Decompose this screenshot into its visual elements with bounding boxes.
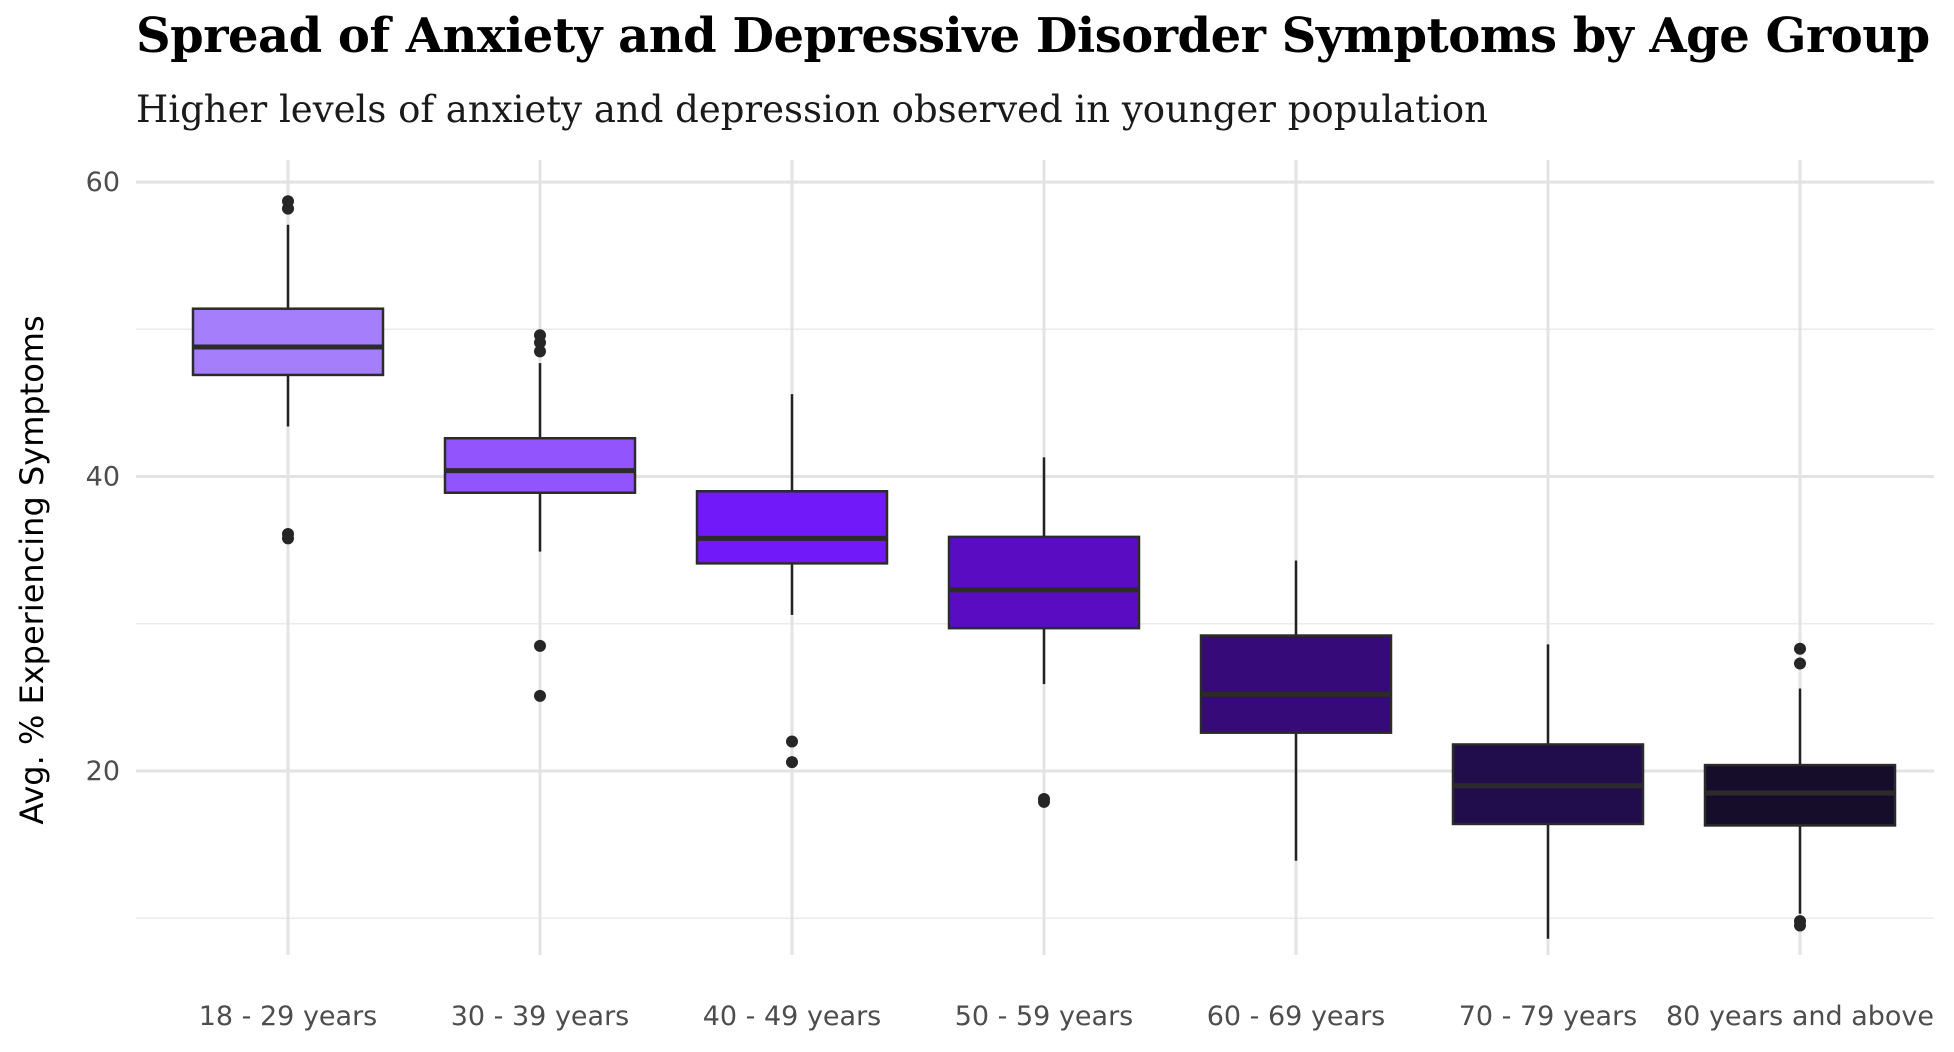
x-tick-label: 30 - 39 years [451, 1001, 630, 1032]
box-iqr [695, 490, 889, 565]
x-tick-label: 50 - 59 years [955, 1001, 1134, 1032]
outlier-point [282, 532, 294, 545]
outlier-point [534, 689, 546, 702]
box-group [1703, 642, 1897, 932]
outlier-point [1794, 919, 1806, 932]
x-tick-label: 18 - 29 years [199, 1001, 378, 1032]
box-iqr [947, 535, 1141, 630]
x-axis-ticks: 18 - 29 years 30 - 39 years 40 - 49 years 5… [199, 1001, 1934, 1032]
box-group [191, 195, 385, 545]
box-iqr [1199, 634, 1393, 734]
boxes [191, 195, 1897, 939]
x-tick-label: 40 - 49 years [703, 1001, 882, 1032]
y-tick-label: 60 [86, 167, 120, 198]
box-group [1451, 644, 1645, 939]
chart-subtitle: Higher levels of anxiety and depression … [136, 88, 1488, 131]
box-group [695, 394, 889, 769]
box-iqr [191, 307, 385, 377]
outlier-point [534, 345, 546, 358]
x-tick-label: 70 - 79 years [1459, 1001, 1638, 1032]
x-tick-label: 80 years and above [1666, 1001, 1934, 1032]
outlier-point [1794, 657, 1806, 670]
y-axis-label: Avg. % Experiencing Symptoms [13, 315, 51, 824]
outlier-point [786, 756, 798, 769]
box-iqr [443, 437, 637, 494]
outlier-point [534, 639, 546, 652]
outlier-point [1038, 795, 1050, 808]
box-group [1199, 560, 1393, 861]
chart-title: Spread of Anxiety and Depressive Disorde… [136, 8, 1930, 64]
outlier-point [534, 336, 546, 349]
x-tick-label: 60 - 69 years [1207, 1001, 1386, 1032]
box-group [947, 457, 1141, 808]
outlier-point [282, 202, 294, 215]
y-tick-label: 20 [86, 756, 120, 787]
box-group [443, 329, 637, 702]
outlier-point [1794, 642, 1806, 655]
y-tick-label: 40 [86, 462, 120, 493]
outlier-point [786, 735, 798, 748]
y-axis-ticks: 20 40 60 [86, 167, 120, 787]
